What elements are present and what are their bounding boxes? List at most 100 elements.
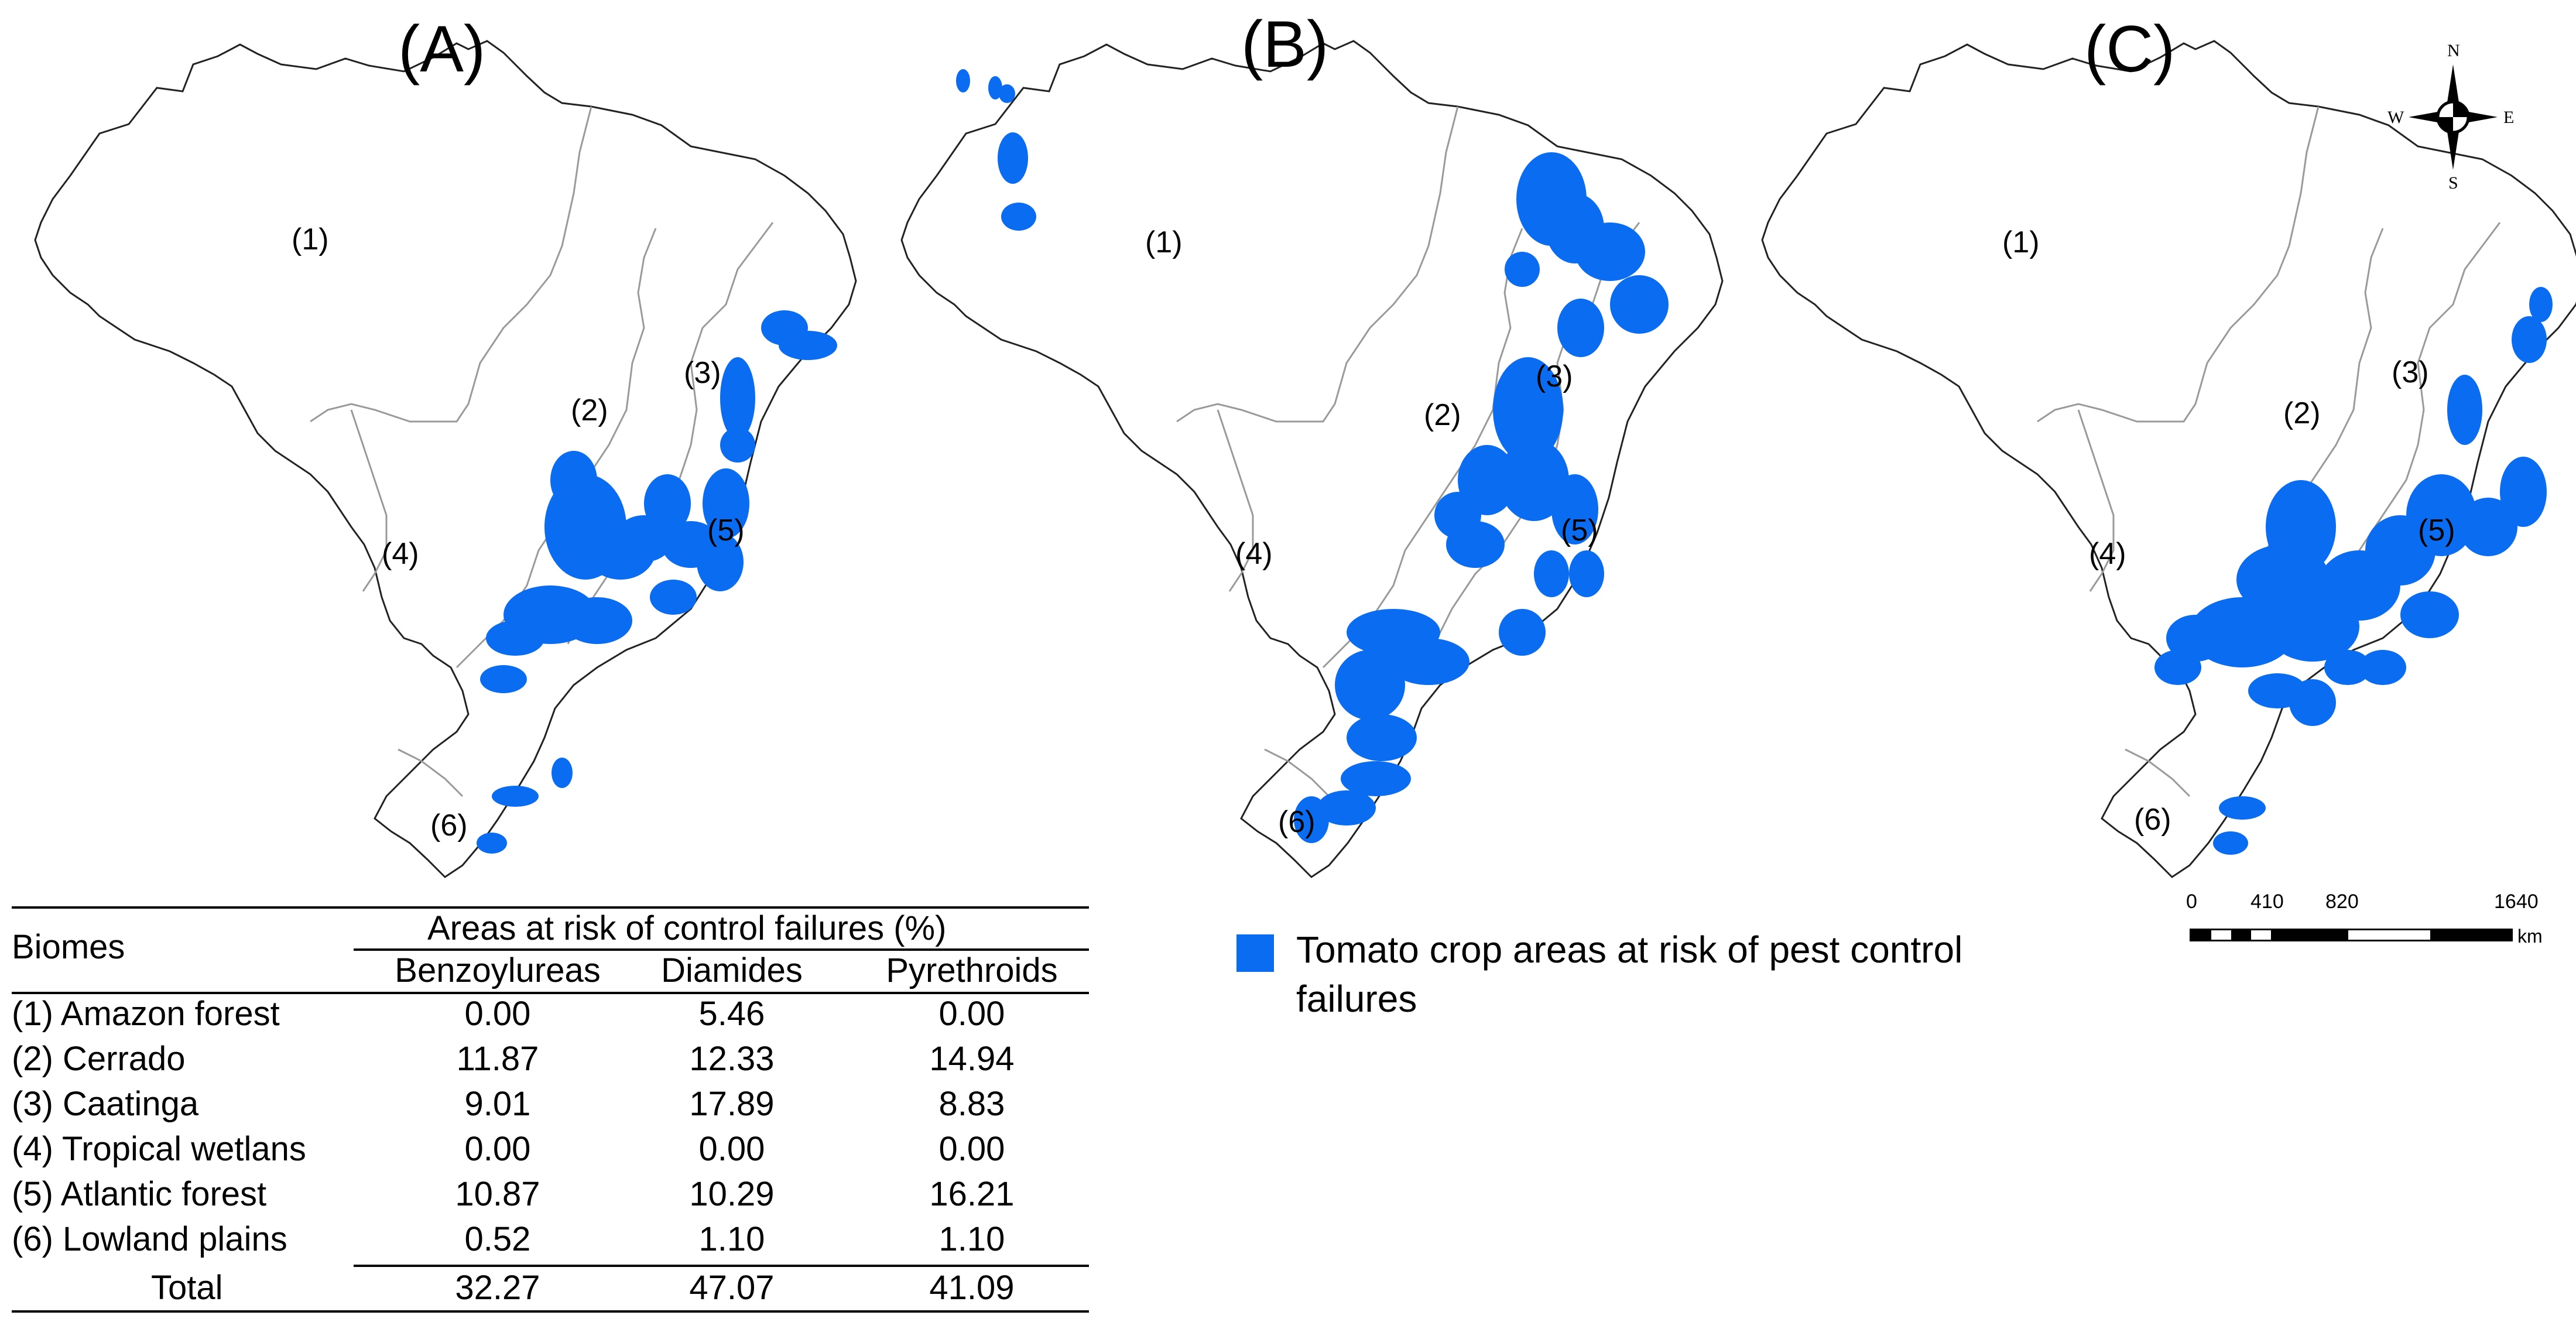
risk-area-patch xyxy=(1499,439,1569,521)
scale-tick-410: 410 xyxy=(2250,891,2284,913)
risk-area-patch xyxy=(2447,375,2482,445)
table-cell-value: 11.87 xyxy=(456,1040,539,1078)
table-row-biome: (5) Atlantic forest xyxy=(12,1175,267,1213)
table-cell-value: 9.01 xyxy=(464,1085,531,1123)
table-cell-value: 0.00 xyxy=(938,1130,1005,1168)
table-cell-value: 0.00 xyxy=(464,1130,531,1168)
risk-area-patch xyxy=(1575,222,1645,281)
biome-boundary xyxy=(2037,106,2320,423)
risk-area-patch xyxy=(2166,615,2225,662)
risk-area-patch xyxy=(2213,831,2248,855)
risk-area-patch xyxy=(2459,498,2517,556)
table-col-header-diamides: Diamides xyxy=(661,951,803,989)
biome-label-1-a: (1) xyxy=(292,222,329,256)
biome-label-3-c: (3) xyxy=(2392,355,2429,389)
table-row-biome: (2) Cerrado xyxy=(12,1040,186,1078)
risk-area-patch xyxy=(550,451,597,509)
biome-label-6-a: (6) xyxy=(430,809,468,842)
risk-area-patch xyxy=(697,533,744,591)
map-panel-a xyxy=(0,0,866,878)
table-total-label: Total xyxy=(151,1269,223,1307)
biome-label-1-c: (1) xyxy=(2002,225,2040,259)
risk-area-patch xyxy=(720,427,755,463)
scale-unit: km xyxy=(2517,926,2543,947)
risk-area-patch xyxy=(486,621,544,656)
risk-area-patch xyxy=(1001,203,1036,231)
risk-area-patch xyxy=(1294,796,1329,843)
scale-tick-0: 0 xyxy=(2186,891,2197,913)
biome-label-6-c: (6) xyxy=(2134,803,2171,837)
brazil-biome-map xyxy=(900,40,1724,878)
table-cell-value: 0.00 xyxy=(464,995,531,1033)
risk-area-patch xyxy=(1505,252,1540,287)
risk-area-patch xyxy=(2219,796,2266,820)
risk-area-patch xyxy=(551,758,573,788)
table-col-header-benzoylureas: Benzoylureas xyxy=(395,951,601,989)
biome-label-3-a: (3) xyxy=(684,356,721,390)
risk-area-patch xyxy=(2154,650,2201,685)
map-panel-c xyxy=(1727,0,2576,878)
risk-area-patch xyxy=(1493,357,1563,463)
risk-area-patch xyxy=(477,833,507,854)
brazil-biome-map xyxy=(34,40,857,878)
legend-swatch xyxy=(1236,934,1274,972)
table-row-biome: (4) Tropical wetlans xyxy=(12,1130,306,1168)
risk-area-patch xyxy=(492,786,539,807)
biome-label-5-b: (5) xyxy=(1561,513,1598,547)
biome-boundary xyxy=(1176,106,1459,423)
brazil-biome-map xyxy=(1761,40,2576,878)
panel-label-a: (A) xyxy=(398,12,486,85)
biome-label-2-b: (2) xyxy=(1424,398,1461,432)
risk-area-patch xyxy=(2529,287,2553,322)
panel-label-c: (C) xyxy=(2084,12,2176,85)
risk-area-patch xyxy=(2406,474,2476,556)
table-cell-value: 1.10 xyxy=(938,1220,1005,1258)
biome-label-3-b: (3) xyxy=(1536,359,1573,393)
table-total-benzoylureas: 32.27 xyxy=(455,1269,540,1307)
scale-bar-frame xyxy=(2190,929,2513,941)
table-cell-value: 5.46 xyxy=(698,995,765,1033)
risk-area-patch xyxy=(650,580,697,615)
risk-area-patch xyxy=(562,597,632,644)
risk-area-patch xyxy=(2289,679,2336,726)
risk-area-patch xyxy=(1347,714,1417,761)
table-cell-value: 0.52 xyxy=(464,1220,531,1258)
biome-boundary xyxy=(350,409,388,592)
risk-area-patch xyxy=(480,665,527,693)
risk-area-patch xyxy=(615,515,673,562)
biome-boundary xyxy=(310,106,592,423)
risk-area-patch xyxy=(1534,550,1569,597)
risk-area-patch xyxy=(999,84,1015,103)
biome-label-4-b: (4) xyxy=(1235,537,1273,571)
risk-area-patch xyxy=(2324,650,2371,685)
risk-area-patch xyxy=(1335,650,1405,720)
compass-west-label: W xyxy=(2387,108,2404,127)
risk-area-patch xyxy=(720,357,755,439)
risk-area-patch xyxy=(703,468,749,539)
risk-area-patch xyxy=(2359,650,2406,685)
biome-label-2-c: (2) xyxy=(2283,396,2321,430)
country-outline xyxy=(900,40,1724,878)
compass-north-label: N xyxy=(2447,41,2460,60)
table-cell-value: 12.33 xyxy=(689,1040,775,1078)
table-cell-value: 10.87 xyxy=(455,1175,540,1213)
biome-boundary xyxy=(2077,409,2115,592)
table-group-header: Areas at risk of control failures (%) xyxy=(427,909,947,947)
risk-area-patch xyxy=(998,132,1028,184)
map-panel-b xyxy=(866,0,1733,878)
risk-area-patch xyxy=(1388,638,1469,685)
legend-text: Tomato crop areas at risk of pest contro… xyxy=(1296,929,1963,1020)
risk-area-patch xyxy=(1317,790,1376,826)
compass-south-label: S xyxy=(2448,173,2458,193)
panel-label-b: (B) xyxy=(1241,8,1329,81)
biome-boundary xyxy=(1264,748,1330,797)
scale-tick-1640: 1640 xyxy=(2494,891,2539,913)
table-cell-value: 0.00 xyxy=(698,1130,765,1168)
biome-label-1-b: (1) xyxy=(1145,225,1183,259)
table-total-diamides: 47.07 xyxy=(689,1269,775,1307)
biome-boundary xyxy=(398,748,464,797)
biome-label-4-a: (4) xyxy=(382,537,419,571)
table-cell-value: 17.89 xyxy=(689,1085,775,1123)
risk-area-patch xyxy=(956,69,970,93)
compass-rose-icon xyxy=(2409,64,2498,170)
